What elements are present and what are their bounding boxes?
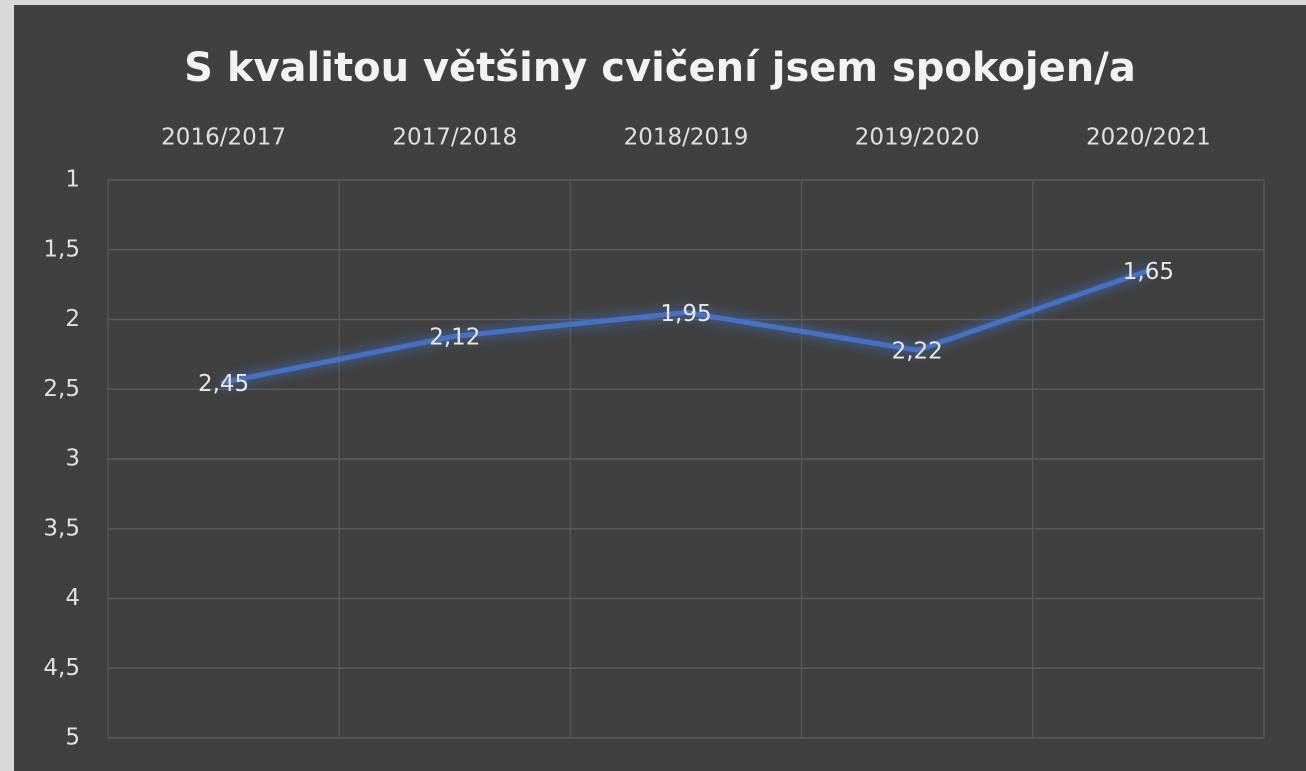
data-label: 1,65 xyxy=(1123,259,1174,285)
y-tick-label: 4 xyxy=(65,585,80,611)
x-tick-label: 2018/2019 xyxy=(624,125,749,151)
y-tick-label: 4,5 xyxy=(43,655,80,681)
data-line xyxy=(221,268,1151,385)
data-label: 2,22 xyxy=(892,339,943,365)
y-tick-label: 2 xyxy=(65,306,80,332)
y-tick-label: 3 xyxy=(65,446,80,472)
y-tick-label: 1 xyxy=(65,167,80,193)
x-tick-label: 2020/2021 xyxy=(1086,125,1211,151)
y-tick-label: 1,5 xyxy=(43,236,80,262)
chart-title: S kvalitou většiny cvičení jsem spokojen… xyxy=(184,45,1136,91)
x-tick-label: 2016/2017 xyxy=(161,125,286,151)
x-tick-label: 2017/2018 xyxy=(392,125,517,151)
grid xyxy=(107,179,1265,739)
y-tick-label: 3,5 xyxy=(43,515,80,541)
data-label: 2,12 xyxy=(429,325,480,351)
y-tick-label: 2,5 xyxy=(43,376,80,402)
data-label: 1,95 xyxy=(660,301,711,327)
y-tick-label: 5 xyxy=(65,725,80,751)
data-label: 2,45 xyxy=(198,371,249,397)
x-tick-label: 2019/2020 xyxy=(855,125,980,151)
marks: 2,45 2,12 1,95 2,22 1,65 xyxy=(198,259,1174,397)
chart-background xyxy=(14,5,1306,771)
